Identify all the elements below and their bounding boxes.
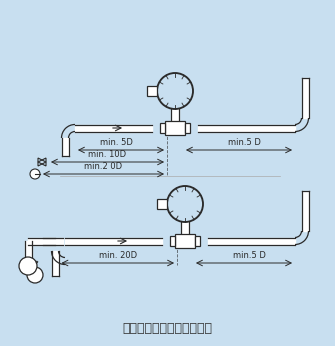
Text: min. 5D: min. 5D bbox=[99, 138, 132, 147]
Bar bbox=[195, 236, 200, 246]
Circle shape bbox=[157, 73, 193, 109]
Circle shape bbox=[167, 186, 203, 222]
Text: min. 10D: min. 10D bbox=[88, 150, 127, 159]
Bar bbox=[157, 199, 167, 209]
Bar bbox=[175, 234, 195, 248]
Circle shape bbox=[19, 257, 37, 275]
Text: min. 20D: min. 20D bbox=[99, 251, 137, 260]
Bar bbox=[185, 123, 190, 133]
Text: min.5 D: min.5 D bbox=[232, 251, 265, 260]
Bar bbox=[147, 86, 157, 96]
Bar bbox=[170, 236, 175, 246]
Bar bbox=[160, 123, 165, 133]
Text: 弯管、阀门和泵之间的安装: 弯管、阀门和泵之间的安装 bbox=[122, 321, 212, 335]
Text: min.2 0D: min.2 0D bbox=[84, 162, 123, 171]
Circle shape bbox=[30, 169, 40, 179]
Bar bbox=[165, 121, 185, 135]
Circle shape bbox=[27, 267, 43, 283]
Text: min.5 D: min.5 D bbox=[227, 138, 260, 147]
